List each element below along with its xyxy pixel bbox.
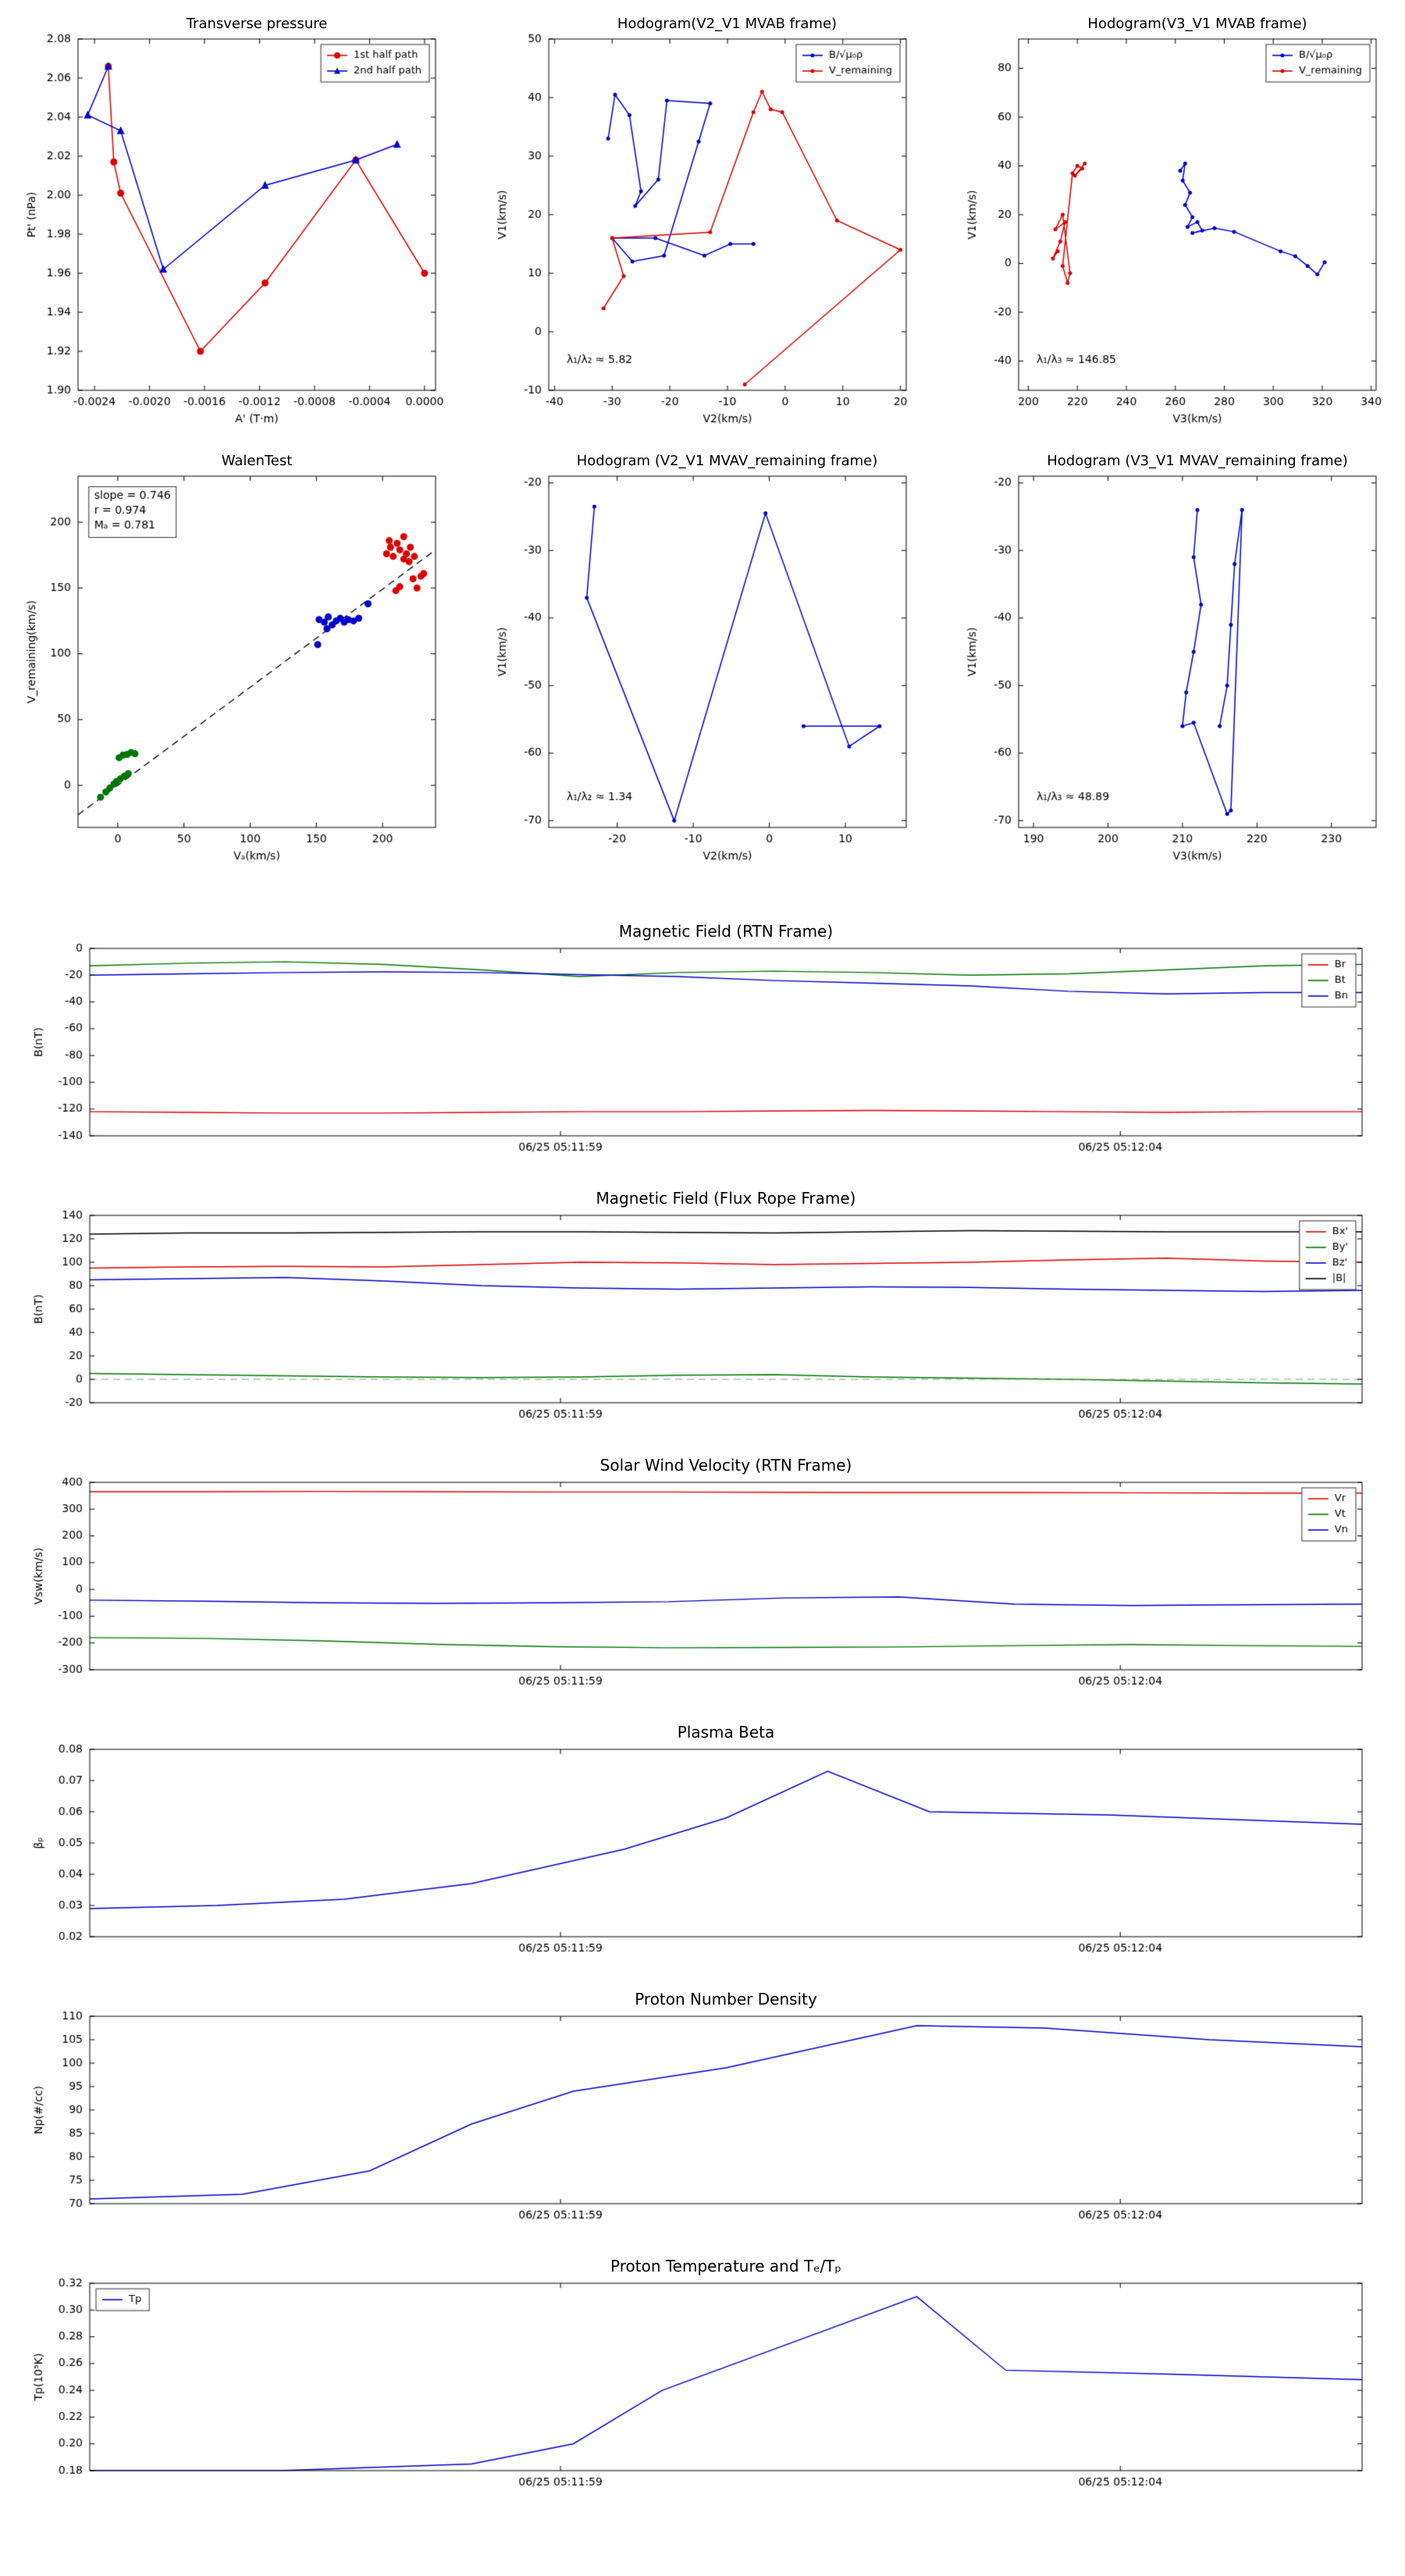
chart-title: Plasma Beta (677, 1723, 775, 1742)
chart-title: Hodogram(V3_V1 MVAB frame) (1087, 16, 1307, 32)
proton-temperature-panel: Proton Temperature and Tₑ/Tₚ (23, 2250, 1382, 2508)
chart-title: Magnetic Field (RTN Frame) (618, 922, 834, 941)
chart-title: Proton Number Density (635, 1990, 817, 2008)
hodogram-v2v1-mvav-chart: Hodogram (V2_V1 MVAV_remaining frame) (489, 443, 916, 873)
magnetic-field-flux-rope-panel: Magnetic Field (Flux Rope Frame) (23, 1183, 1382, 1440)
walen-test-chart: WalenTest (20, 443, 445, 873)
chart-title: Magnetic Field (Flux Rope Frame) (596, 1189, 856, 1208)
hodogram-v2v1-mvab-canvas (489, 6, 916, 436)
transverse-pressure-chart: Transverse pressure (20, 6, 445, 436)
magnetic-field-rtn-panel: Magnetic Field (RTN Frame) (23, 916, 1382, 1173)
chart-title: Solar Wind Velocity (RTN Frame) (599, 1456, 852, 1475)
proton-density-panel: Proton Number Density (23, 1984, 1382, 2241)
second-chart-row: WalenTest Hodogram (V2_V1 MVAV_remaining… (0, 443, 1405, 873)
chart-title: WalenTest (221, 453, 293, 469)
chart-title: Hodogram (V3_V1 MVAV_remaining frame) (1047, 453, 1348, 469)
proton-density-canvas (23, 1984, 1382, 2241)
plasma-beta-panel: Plasma Beta (23, 1717, 1382, 1974)
plasma-beta-canvas (23, 1717, 1382, 1974)
walen-test-canvas (20, 443, 445, 873)
magnetic-field-flux-rope-canvas (23, 1183, 1382, 1440)
magnetic-field-rtn-canvas (23, 916, 1382, 1173)
hodogram-v3v1-mvab-chart: Hodogram(V3_V1 MVAB frame) (960, 6, 1385, 436)
chart-title: Transverse pressure (186, 16, 328, 32)
hodogram-v2v1-mvab-chart: Hodogram(V2_V1 MVAB frame) (489, 6, 916, 436)
hodogram-v2v1-mvav-canvas (489, 443, 916, 873)
chart-title: Hodogram (V2_V1 MVAV_remaining frame) (576, 453, 878, 469)
hodogram-v3v1-mvab-canvas (960, 6, 1385, 436)
solar-wind-velocity-canvas (23, 1450, 1382, 1707)
top-chart-row: Transverse pressure Hodogram(V2_V1 MVAB … (0, 0, 1405, 436)
chart-title: Hodogram(V2_V1 MVAB frame) (617, 16, 838, 32)
time-series-panels: Magnetic Field (RTN Frame) Magnetic Fiel… (0, 916, 1405, 2508)
transverse-pressure-canvas (20, 6, 445, 436)
hodogram-v3v1-mvav-canvas (960, 443, 1385, 873)
proton-temperature-canvas (23, 2250, 1382, 2508)
chart-title: Proton Temperature and Tₑ/Tₚ (610, 2257, 841, 2275)
solar-wind-velocity-panel: Solar Wind Velocity (RTN Frame) (23, 1450, 1382, 1707)
hodogram-v3v1-mvav-chart: Hodogram (V3_V1 MVAV_remaining frame) (960, 443, 1385, 873)
